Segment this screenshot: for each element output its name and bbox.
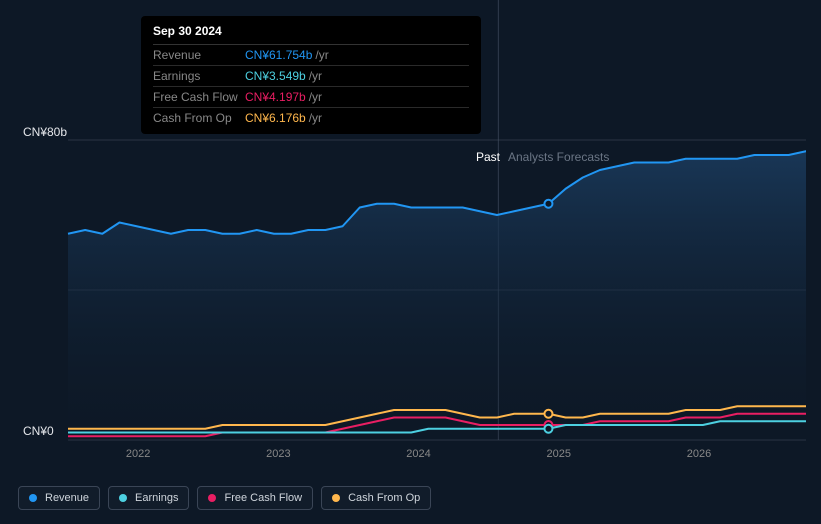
tooltip-row-suffix: /yr (309, 69, 322, 83)
tooltip-row-value: CN¥6.176b (245, 111, 306, 125)
x-tick: 2024 (406, 448, 430, 460)
x-tick: 2023 (266, 448, 290, 460)
legend-label: Free Cash Flow (224, 492, 302, 504)
legend-label: Revenue (45, 492, 89, 504)
x-tick: 2022 (126, 448, 150, 460)
tooltip-row-suffix: /yr (315, 48, 328, 62)
legend-item-earnings[interactable]: Earnings (108, 486, 189, 510)
forecast-label: Analysts Forecasts (508, 150, 609, 164)
tooltip-row-label: Cash From Op (153, 111, 245, 125)
tooltip-row-label: Earnings (153, 69, 245, 83)
legend-label: Cash From Op (348, 492, 420, 504)
tooltip-row-label: Revenue (153, 48, 245, 62)
x-axis: 2022 2023 2024 2025 2026 (68, 448, 806, 464)
tooltip-row: Free Cash FlowCN¥4.197b/yr (153, 87, 469, 108)
tooltip: Sep 30 2024 RevenueCN¥61.754b/yrEarnings… (141, 16, 481, 134)
legend-item-free-cash-flow[interactable]: Free Cash Flow (197, 486, 313, 510)
tooltip-row-suffix: /yr (309, 111, 322, 125)
tooltip-row: Cash From OpCN¥6.176b/yr (153, 108, 469, 128)
legend-dot (332, 494, 340, 502)
legend-dot (119, 494, 127, 502)
y-max-label: CN¥80b (23, 125, 67, 139)
tooltip-row-value: CN¥4.197b (245, 90, 306, 104)
tooltip-row-value: CN¥3.549b (245, 69, 306, 83)
tooltip-row: RevenueCN¥61.754b/yr (153, 45, 469, 66)
legend-item-revenue[interactable]: Revenue (18, 486, 100, 510)
legend: Revenue Earnings Free Cash Flow Cash From O… (18, 486, 431, 510)
y-min-label: CN¥0 (23, 424, 54, 438)
tooltip-row: EarningsCN¥3.549b/yr (153, 66, 469, 87)
tooltip-row-suffix: /yr (309, 90, 322, 104)
tooltip-title: Sep 30 2024 (153, 24, 469, 45)
legend-dot (29, 494, 37, 502)
tooltip-row-value: CN¥61.754b (245, 48, 312, 62)
legend-label: Earnings (135, 492, 178, 504)
legend-item-cash-from-op[interactable]: Cash From Op (321, 486, 431, 510)
tooltip-row-label: Free Cash Flow (153, 90, 245, 104)
x-tick: 2025 (547, 448, 571, 460)
past-label: Past (476, 150, 500, 164)
legend-dot (208, 494, 216, 502)
x-tick: 2026 (687, 448, 711, 460)
